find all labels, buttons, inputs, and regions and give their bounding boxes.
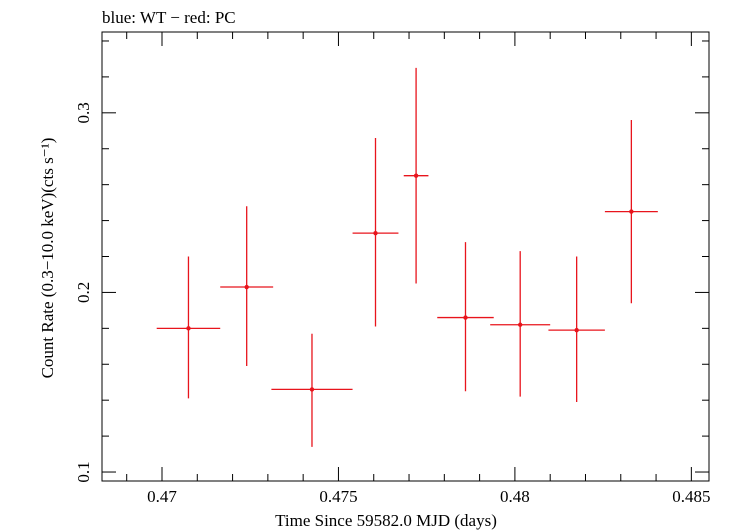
point-marker <box>413 173 419 178</box>
data-point <box>403 67 429 284</box>
point-marker <box>629 209 634 214</box>
point-marker <box>309 387 315 392</box>
plot-frame <box>101 31 710 482</box>
x-axis-label: Time Since 59582.0 MJD (days) <box>275 511 497 530</box>
y-tick-label: 0.1 <box>74 461 93 482</box>
data-point <box>271 333 353 447</box>
x-tick-label: 0.48 <box>500 487 530 506</box>
point-marker <box>517 322 523 327</box>
data-point <box>156 256 221 399</box>
point-marker <box>463 315 468 320</box>
x-tick-label: 0.475 <box>319 487 357 506</box>
axis-ticks <box>102 32 709 481</box>
y-axis-label: Count Rate (0.3−10.0 keV)(cts s⁻¹) <box>38 138 57 379</box>
chart-title: blue: WT − red: PC <box>102 8 236 27</box>
point-marker <box>574 327 579 333</box>
y-tick-label: 0.2 <box>74 282 93 303</box>
x-tick-label: 0.485 <box>672 487 710 506</box>
point-marker <box>186 326 191 331</box>
data-point <box>548 256 605 402</box>
axis-tick-labels: 0.47 0.475 0.48 0.485 0.1 0.2 0.3 <box>74 102 710 506</box>
data-point <box>220 206 274 367</box>
data-point <box>490 251 551 397</box>
y-tick-label: 0.3 <box>74 102 93 123</box>
x-tick-label: 0.47 <box>147 487 177 506</box>
data-points <box>156 67 658 447</box>
point-marker <box>373 230 378 236</box>
data-point <box>604 120 658 304</box>
data-point <box>352 137 399 327</box>
point-marker <box>244 284 249 290</box>
data-point <box>437 242 494 392</box>
